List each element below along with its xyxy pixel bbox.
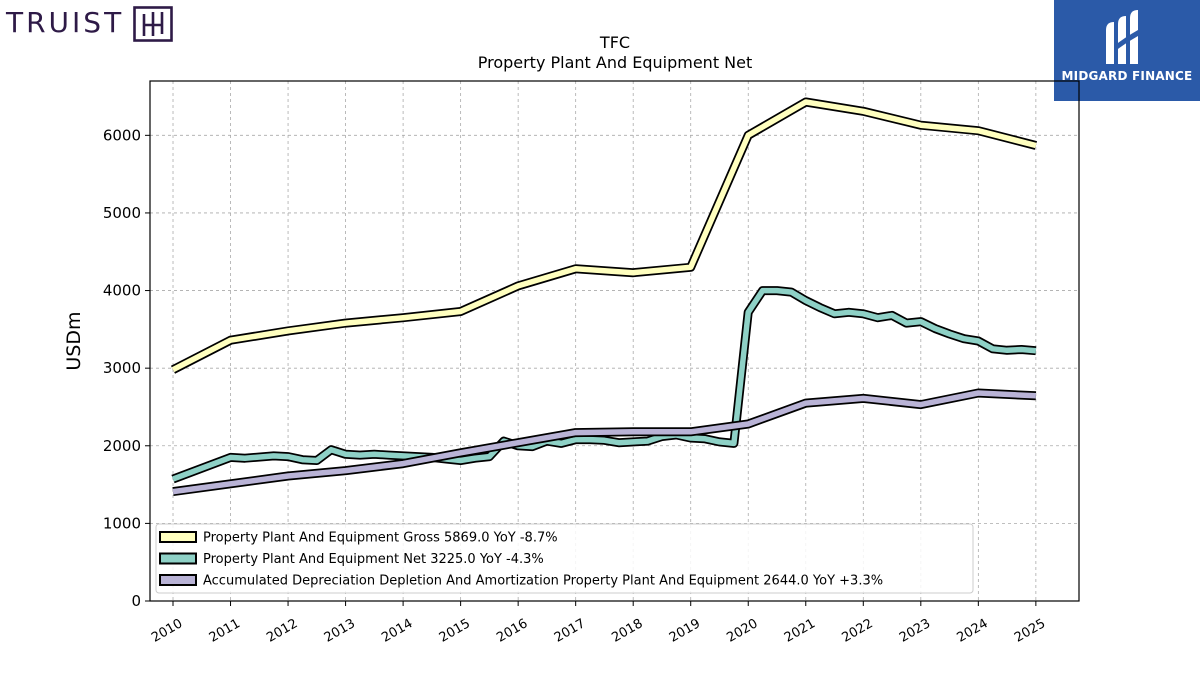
x-tick-label: 2016: [494, 616, 530, 646]
x-tick-label: 2010: [149, 616, 185, 646]
x-tick-label: 2013: [322, 616, 358, 646]
midgard-logo-text: MIDGARD FINANCE: [1061, 69, 1193, 83]
x-tick-label: 2012: [264, 616, 300, 646]
truist-logo: TRUIST: [6, 4, 176, 44]
series-line-1: [171, 99, 1037, 373]
x-tick-label: 2017: [552, 616, 588, 646]
x-tick-label: 2025: [1012, 616, 1048, 646]
x-tick-label: 2019: [667, 616, 703, 646]
series-line-3: [172, 390, 1037, 495]
x-tick-label: 2011: [207, 616, 243, 646]
x-tick-label: 2024: [955, 616, 991, 646]
legend: Property Plant And Equipment Gross 5869.…: [155, 523, 974, 594]
y-tick-label: 1000: [103, 514, 141, 532]
y-tick-label: 6000: [103, 126, 141, 144]
truist-logo-text: TRUIST: [6, 6, 125, 39]
midgard-mark-icon: [1106, 10, 1138, 64]
legend-swatch-2: [159, 552, 197, 565]
legend-swatch-3: [159, 574, 197, 586]
x-tick-label: 2022: [839, 616, 875, 646]
y-tick-label: 2000: [103, 437, 141, 455]
series-outline-2: [171, 286, 1037, 484]
chart-subtitle: Property Plant And Equipment Net: [478, 53, 753, 72]
x-tick-label: 2021: [782, 616, 818, 646]
x-axis-ticks: 2010 2011 2012 2013 2014 2015 2016 2017 2018 2019…: [149, 601, 1048, 646]
series-lines: [170, 97, 1038, 497]
grid-lines: [150, 81, 1079, 602]
legend-label-1: Property Plant And Equipment Gross 5869.…: [203, 531, 558, 546]
chart-title: TFC: [599, 33, 630, 52]
truist-mark-icon: [133, 6, 173, 42]
y-tick-label: 5000: [103, 204, 141, 222]
y-tick-label: 4000: [103, 282, 141, 300]
legend-label-2: Property Plant And Equipment Net 3225.0 …: [203, 552, 544, 567]
y-axis-ticks: 0 1000 2000 3000 4000 5000 6000: [103, 126, 150, 610]
y-tick-label: 0: [131, 592, 141, 610]
y-tick-label: 3000: [103, 359, 141, 377]
series-line-2: [172, 287, 1037, 482]
legend-box: [155, 523, 974, 594]
legend-swatch-1: [159, 531, 197, 543]
legend-label-3: Accumulated Depreciation Depletion And A…: [203, 574, 883, 589]
x-tick-label: 2015: [437, 616, 473, 646]
x-tick-label: 2018: [609, 616, 645, 646]
plot-frame: [149, 80, 1080, 602]
x-tick-label: 2014: [379, 616, 415, 646]
x-tick-label: 2020: [724, 616, 760, 646]
y-axis-label: USDm: [63, 311, 85, 370]
midgard-logo: MIDGARD FINANCE: [1054, 0, 1200, 101]
x-tick-label: 2023: [897, 616, 933, 646]
